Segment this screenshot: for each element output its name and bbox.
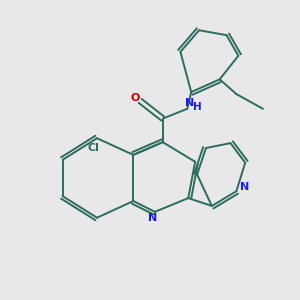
Text: N: N [240,182,249,192]
Text: O: O [130,93,140,103]
Text: Cl: Cl [87,143,99,153]
Text: H: H [193,102,202,112]
Text: N: N [148,213,158,223]
Text: N: N [184,98,194,108]
